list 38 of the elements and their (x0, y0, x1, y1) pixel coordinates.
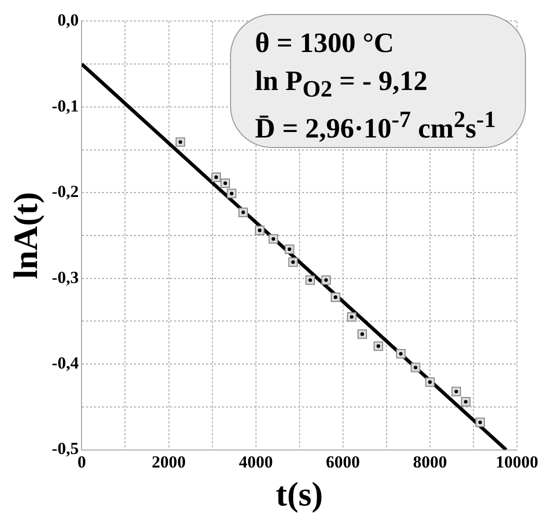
y-tick-label: 0,0 (57, 10, 79, 30)
annotation: ln P$_{O2}$ = - 9,12 (254, 65, 429, 103)
point (321, 275, 331, 285)
point (346, 312, 356, 322)
y-axis-title: lnA(t) (8, 192, 46, 279)
point (305, 275, 315, 285)
x-tick-label: 4000 (238, 452, 273, 472)
point (374, 341, 384, 351)
point (238, 208, 248, 218)
y-tick-label: -0,3 (52, 268, 79, 287)
point (288, 257, 298, 267)
point (410, 362, 420, 372)
point (176, 137, 186, 147)
point (357, 329, 367, 339)
x-tick-label: 0 (77, 452, 86, 472)
y-tick-label: -0,1 (52, 96, 79, 116)
point (220, 178, 230, 188)
point (268, 234, 278, 244)
y-tick-label: -0,4 (52, 353, 80, 372)
point (452, 386, 462, 396)
x-tick-label: 8000 (412, 452, 447, 472)
x-tick-label: 10000 (496, 452, 538, 472)
annotation: D̄ = 2,96·10$^{-7}$ cm$^{2}$s$^{-1}$ (254, 106, 497, 144)
point (284, 244, 294, 254)
point (475, 418, 485, 428)
y-tick-label: -0,5 (52, 439, 79, 458)
x-tick-label: 6000 (326, 452, 360, 472)
point (330, 292, 340, 302)
point (396, 349, 406, 359)
point (254, 226, 264, 236)
point (211, 172, 221, 182)
y-tick-label: -0,2 (52, 182, 79, 202)
x-tick-label: 2000 (152, 452, 186, 472)
point (425, 377, 435, 387)
annotation: θ = 1300 °C (254, 27, 395, 61)
x-axis-title: t(s) (276, 476, 323, 514)
point (226, 188, 236, 198)
point (461, 397, 471, 407)
